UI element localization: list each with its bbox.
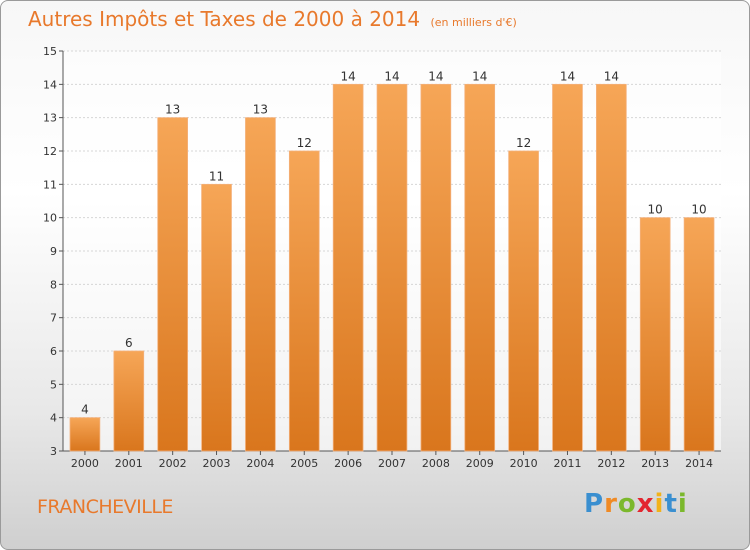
bar [639, 217, 671, 452]
bar-value-label: 13 [165, 103, 180, 117]
x-tick-label: 2009 [466, 457, 494, 470]
logo-letter: i [654, 489, 665, 519]
commune-name: FRANCHEVILLE [37, 496, 173, 518]
y-tick-label: 12 [43, 145, 57, 158]
logo-letter: t [664, 489, 678, 519]
bar [113, 350, 145, 452]
y-tick-label: 14 [43, 78, 57, 91]
x-tick-label: 2003 [203, 457, 231, 470]
y-tick-label: 15 [43, 45, 57, 58]
bar-value-label: 12 [297, 136, 312, 150]
x-tick-label: 2010 [510, 457, 538, 470]
bar [157, 117, 188, 452]
bar [69, 417, 101, 452]
bar [552, 83, 583, 452]
y-tick-label: 5 [50, 378, 57, 391]
bar-value-label: 10 [648, 203, 663, 217]
chart-title: Autres Impôts et Taxes de 2000 à 2014 (e… [28, 7, 517, 31]
bar-value-label: 14 [604, 69, 619, 83]
y-tick-label: 3 [50, 445, 57, 458]
logo-letter: o [617, 489, 637, 519]
bar [288, 150, 320, 452]
bar [201, 183, 232, 452]
logo-letter: P [584, 489, 605, 519]
bar [464, 83, 496, 452]
proxiti-logo: Proxiti [584, 489, 688, 519]
x-tick-label: 2001 [115, 457, 143, 470]
logo-letter: x [636, 489, 655, 519]
y-tick-label: 13 [43, 112, 57, 125]
x-tick-label: 2000 [71, 457, 99, 470]
x-tick-label: 2013 [641, 457, 669, 470]
chart-title-main: Autres Impôts et Taxes de 2000 à 2014 [28, 7, 421, 31]
bar-value-label: 4 [81, 403, 89, 417]
bar [332, 83, 364, 452]
y-tick-label: 4 [50, 412, 57, 425]
x-tick-label: 2007 [378, 457, 406, 470]
y-tick-label: 11 [43, 178, 57, 191]
bar [245, 117, 276, 452]
bar [420, 83, 452, 452]
x-tick-label: 2012 [597, 457, 625, 470]
x-tick-label: 2008 [422, 457, 450, 470]
bar-value-label: 10 [691, 203, 706, 217]
bar-value-label: 14 [560, 69, 575, 83]
x-tick-label: 2014 [685, 457, 713, 470]
bar-value-label: 13 [253, 103, 268, 117]
x-tick-label: 2002 [159, 457, 187, 470]
bar-value-label: 14 [472, 69, 487, 83]
y-tick-label: 10 [43, 212, 57, 225]
bar [596, 83, 627, 452]
bar [376, 83, 408, 452]
bar-value-label: 14 [384, 69, 399, 83]
x-tick-label: 2004 [246, 457, 274, 470]
y-tick-label: 6 [50, 345, 57, 358]
y-tick-label: 8 [50, 278, 57, 291]
x-tick-label: 2011 [553, 457, 581, 470]
bar-value-label: 12 [516, 136, 531, 150]
x-tick-label: 2006 [334, 457, 362, 470]
bar [508, 150, 539, 452]
y-tick-label: 9 [50, 245, 57, 258]
bar-value-label: 14 [428, 69, 443, 83]
bar-value-label: 11 [209, 169, 224, 183]
bar-value-label: 14 [340, 69, 355, 83]
bar-value-label: 6 [125, 336, 133, 350]
chart-title-unit: (en milliers d'€) [430, 16, 517, 29]
y-tick-label: 7 [50, 312, 57, 325]
bar [683, 217, 715, 452]
x-tick-label: 2005 [290, 457, 318, 470]
logo-letter: r [604, 489, 618, 519]
logo-letter: i [677, 489, 688, 519]
